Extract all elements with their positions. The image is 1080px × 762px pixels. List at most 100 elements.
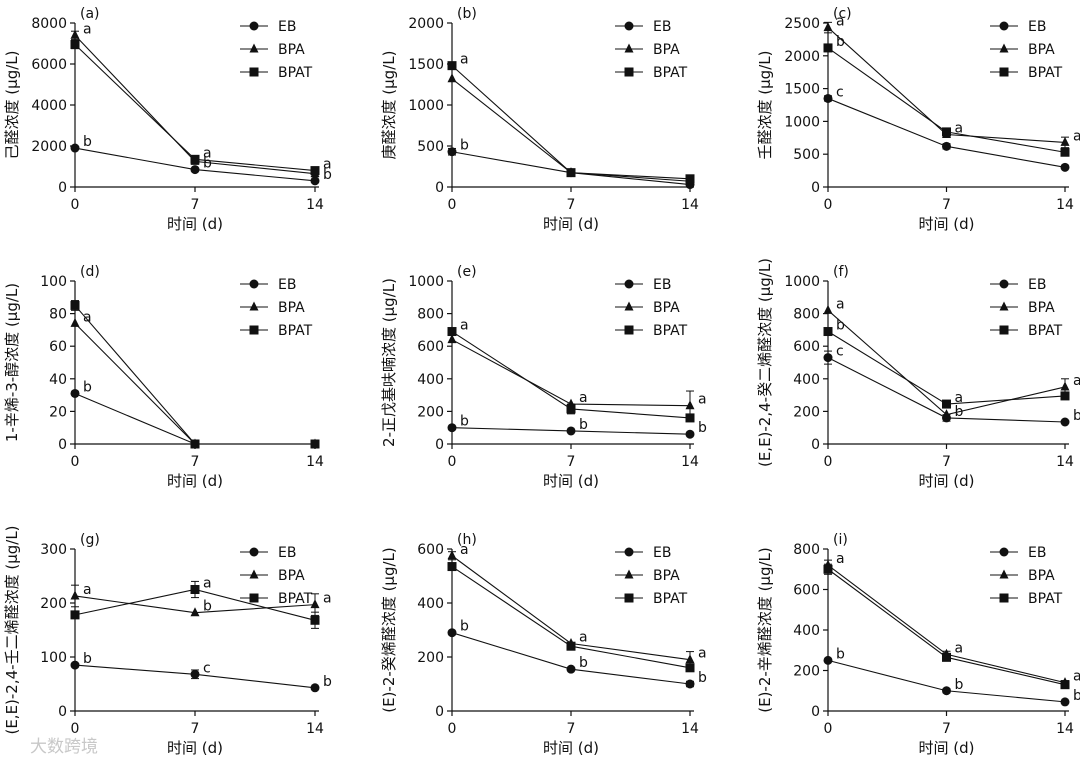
y-tick-label: 0 <box>435 437 444 453</box>
y-tick-label: 1000 <box>784 274 820 290</box>
y-tick-label: 600 <box>417 542 444 558</box>
significance-letter: b <box>323 674 332 690</box>
x-tick-label: 0 <box>71 454 80 470</box>
x-axis-title: 时间 (d) <box>543 739 599 757</box>
data-point <box>685 654 695 664</box>
x-tick-label: 0 <box>824 454 833 470</box>
x-tick-label: 7 <box>567 197 576 213</box>
significance-letter: a <box>698 392 707 408</box>
y-axis-title: (E,E)-2,4-壬二烯醛浓度 (μg/L) <box>3 525 21 734</box>
legend-label: BPAT <box>278 323 313 339</box>
y-tick-label: 8000 <box>31 16 67 32</box>
data-point <box>685 400 695 410</box>
legend-marker <box>624 569 634 579</box>
series-eb: b c b <box>70 651 332 693</box>
y-axis-title: 2-正戊基呋喃浓度 (μg/L) <box>380 278 398 447</box>
x-axis-title: 时间 (d) <box>919 215 975 233</box>
panel-label: (d) <box>80 264 100 280</box>
chart-panel: 0 100 200 300 0 7 14 (g) (E,E)-2,4-壬二烯醛浓度 (μg/L)… <box>3 525 332 757</box>
chart-panel: 0 500 1000 1500 2000 0 7 14 (b) 庚醛浓度 (μg/L) 时间 (d)… <box>380 6 699 233</box>
x-tick-label: 14 <box>681 721 699 737</box>
x-axis-title: 时间 (d) <box>167 472 223 490</box>
data-point <box>942 652 951 662</box>
legend-label: EB <box>278 277 296 293</box>
legend-marker <box>999 301 1009 311</box>
significance-letter: b <box>1073 408 1080 424</box>
legend-label: BPAT <box>653 591 688 607</box>
significance-letter: b <box>323 167 332 183</box>
data-point <box>823 655 833 665</box>
legend-label: BPA <box>278 300 305 316</box>
y-tick-label: 200 <box>793 404 820 420</box>
legend-marker <box>249 325 259 335</box>
legend-label: EB <box>653 545 671 561</box>
legend-label: BPAT <box>653 323 688 339</box>
watermark-text: 大数跨境 <box>30 737 98 757</box>
panel-label: (h) <box>457 532 477 548</box>
data-point <box>190 165 200 175</box>
legend-label: BPA <box>1028 300 1055 316</box>
legend-label: BPAT <box>1028 323 1063 339</box>
legend-label: EB <box>1028 545 1046 561</box>
significance-letter: b <box>460 414 469 430</box>
series-line <box>451 65 691 180</box>
legend: EB BPA BPAT <box>615 277 688 339</box>
data-point <box>942 409 951 419</box>
legend-marker <box>624 301 634 311</box>
significance-letter: b <box>698 670 707 686</box>
data-point <box>70 610 80 620</box>
significance-letter: a <box>836 551 845 567</box>
significance-letter: a <box>203 145 212 161</box>
legend: EB BPA BPAT <box>615 545 688 607</box>
legend-label: EB <box>653 19 671 35</box>
data-point <box>566 404 576 414</box>
legend: EB BPA BPAT <box>240 545 313 607</box>
significance-letter: b <box>83 379 92 395</box>
legend-marker <box>999 43 1009 53</box>
series-eb: bbb <box>447 619 707 689</box>
series-bpat: a <box>447 318 695 423</box>
legend-marker <box>999 21 1009 31</box>
y-axis-title: 己醛浓度 (μg/L) <box>3 51 21 160</box>
significance-letter: b <box>460 138 469 154</box>
y-tick-label: 2500 <box>784 16 820 32</box>
y-tick-label: 0 <box>811 180 820 196</box>
legend-label: BPAT <box>278 65 313 81</box>
data-point <box>685 679 695 689</box>
data-point <box>70 388 80 398</box>
chart-panel: 0 200 400 600 800 1000 0 7 14 (e) 2-正戊基呋喃浓度 (μg/L)… <box>380 264 707 490</box>
legend-label: EB <box>1028 19 1046 35</box>
data-point <box>70 300 80 310</box>
significance-letter: a <box>83 582 92 598</box>
y-tick-label: 0 <box>811 704 820 720</box>
data-point <box>1060 417 1070 427</box>
significance-letter: b <box>83 651 92 667</box>
legend: EB BPA BPAT <box>240 19 313 81</box>
significance-letter: b <box>579 417 588 433</box>
significance-letter: a <box>955 121 964 137</box>
series-line <box>827 659 1066 703</box>
data-point <box>823 564 833 574</box>
x-axis-title: 时间 (d) <box>543 215 599 233</box>
x-tick-label: 0 <box>448 454 457 470</box>
legend-label: BPAT <box>1028 65 1063 81</box>
significance-letter: b <box>698 420 707 436</box>
significance-letter: a <box>203 576 212 592</box>
data-point <box>942 686 951 696</box>
data-point <box>70 590 80 600</box>
data-point <box>823 304 833 314</box>
significance-letter: a <box>1073 669 1080 685</box>
significance-letter: a <box>323 591 332 607</box>
x-tick-label: 7 <box>942 197 951 213</box>
significance-letter: a <box>83 21 92 37</box>
data-point <box>310 439 320 449</box>
y-tick-label: 0 <box>811 437 820 453</box>
significance-letter: c <box>203 660 211 676</box>
significance-letter: a <box>83 309 92 325</box>
significance-letter: a <box>460 52 469 68</box>
data-point <box>447 73 457 83</box>
significance-letter: b <box>579 655 588 671</box>
data-point <box>447 327 457 337</box>
